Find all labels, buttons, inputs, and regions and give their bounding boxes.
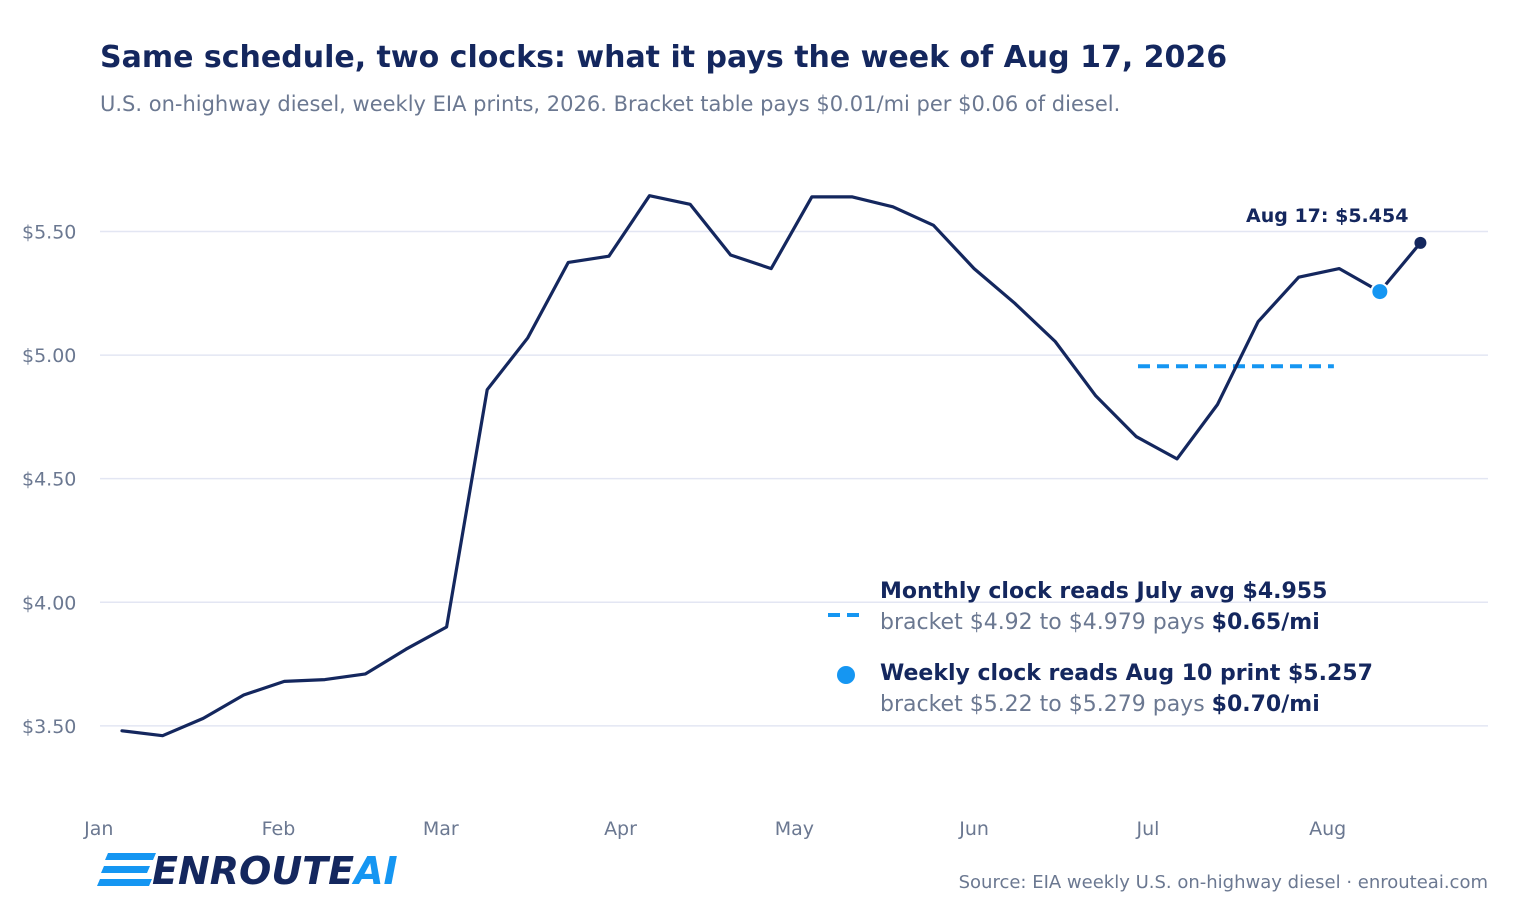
weekly-print-marker xyxy=(1370,282,1390,302)
diesel-price-line xyxy=(120,194,1422,738)
x-tick-label: Jan xyxy=(83,818,113,840)
latest-print-marker xyxy=(1414,236,1427,249)
legend-weekly-body: bracket $5.22 to $5.279 pays $0.70/mi xyxy=(880,692,1320,717)
x-tick-label: May xyxy=(775,818,814,840)
y-tick-label: $3.50 xyxy=(22,716,76,738)
y-tick-label: $5.50 xyxy=(22,222,76,244)
legend-monthly-head: Monthly clock reads July avg $4.955 xyxy=(880,579,1327,604)
enroute-logo: ENROUTEAI xyxy=(97,849,398,893)
x-tick-label: Mar xyxy=(423,818,459,840)
chart-title: Same schedule, two clocks: what it pays … xyxy=(100,40,1227,75)
y-tick-label: $4.00 xyxy=(22,592,76,614)
x-tick-label: Aug xyxy=(1309,818,1346,840)
logo-speed-lines-icon xyxy=(97,853,156,886)
y-axis-ticks: $3.50 $4.00 $4.50 $5.00 $5.50 xyxy=(22,222,76,738)
x-tick-label: Jun xyxy=(958,818,989,840)
y-tick-label: $5.00 xyxy=(22,345,76,367)
legend-weekly-head: Weekly clock reads Aug 10 print $5.257 xyxy=(880,661,1373,686)
latest-print-label: Aug 17: $5.454 xyxy=(1246,205,1408,227)
logo-wordmark: ENROUTEAI xyxy=(152,849,398,893)
gridlines xyxy=(100,230,1488,727)
x-axis-ticks: Jan Feb Mar Apr May Jun Jul Aug xyxy=(83,818,1346,840)
x-tick-label: Feb xyxy=(262,818,296,840)
x-tick-label: Apr xyxy=(604,818,637,840)
legend-weekly-swatch xyxy=(837,666,855,684)
legend-monthly-pay: $0.65/mi xyxy=(1212,610,1320,635)
y-tick-label: $4.50 xyxy=(22,469,76,491)
legend-weekly-pay: $0.70/mi xyxy=(1212,692,1320,717)
x-tick-label: Jul xyxy=(1136,818,1160,840)
chart-subtitle: U.S. on-highway diesel, weekly EIA print… xyxy=(100,92,1120,116)
legend-monthly-body: bracket $4.92 to $4.979 pays $0.65/mi xyxy=(880,610,1320,635)
legend: Monthly clock reads July avg $4.955 brac… xyxy=(828,579,1373,717)
source-note: Source: EIA weekly U.S. on-highway diese… xyxy=(959,872,1488,893)
